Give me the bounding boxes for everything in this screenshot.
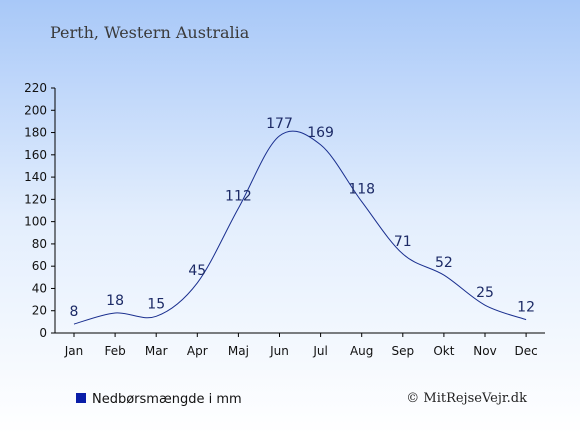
series-line [73, 130, 527, 325]
legend: Nedbørsmængde i mm [76, 392, 242, 407]
data-label: 25 [476, 285, 494, 301]
x-tick-label: Nov [473, 344, 496, 358]
x-tick-label: Apr [187, 344, 208, 358]
data-label: 15 [147, 296, 165, 312]
x-tick-label: Okt [433, 344, 454, 358]
y-tick-label: 40 [32, 281, 47, 295]
x-tick-label: Dec [514, 344, 537, 358]
y-tick-label: 20 [32, 304, 47, 318]
x-tick-label: Maj [228, 344, 249, 358]
x-axis-ticks: Jan Feb Mar Apr Maj Jun Jul Aug Sep Okt Nov Dec [64, 333, 538, 358]
x-tick-label: Jun [269, 344, 289, 358]
y-tick-label: 140 [24, 170, 47, 184]
y-tick-label: 100 [24, 215, 47, 229]
credit-text: © MitRejseVejr.dk [406, 391, 527, 406]
data-label: 52 [435, 255, 453, 271]
data-label: 12 [517, 300, 535, 316]
legend-label: Nedbørsmængde i mm [92, 392, 242, 407]
legend-marker [76, 393, 86, 403]
chart-title: Perth, Western Australia [50, 23, 250, 42]
y-tick-label: 120 [24, 192, 47, 206]
data-label: 45 [188, 263, 206, 279]
y-axis-ticks: 0 20 40 60 80 100 120 140 160 180 200 220 [24, 81, 55, 340]
data-label: 177 [266, 116, 293, 132]
y-tick-label: 220 [24, 81, 47, 95]
data-label: 112 [225, 188, 252, 204]
data-label: 71 [394, 234, 412, 250]
data-labels: 8 18 15 45 112 177 169 118 71 52 25 12 [70, 116, 535, 320]
data-label: 118 [348, 182, 375, 198]
data-label: 8 [70, 304, 79, 320]
y-tick-label: 80 [32, 237, 47, 251]
y-tick-label: 200 [24, 103, 47, 117]
x-tick-label: Sep [391, 344, 414, 358]
x-tick-label: Mar [145, 344, 168, 358]
y-tick-label: 180 [24, 126, 47, 140]
y-tick-label: 160 [24, 148, 47, 162]
data-label: 18 [106, 293, 124, 309]
y-tick-label: 60 [32, 259, 47, 273]
x-tick-label: Jan [64, 344, 84, 358]
x-tick-label: Aug [350, 344, 373, 358]
x-tick-label: Feb [104, 344, 125, 358]
x-tick-label: Jul [312, 344, 327, 358]
data-label: 169 [307, 125, 334, 141]
y-tick-label: 0 [39, 326, 47, 340]
